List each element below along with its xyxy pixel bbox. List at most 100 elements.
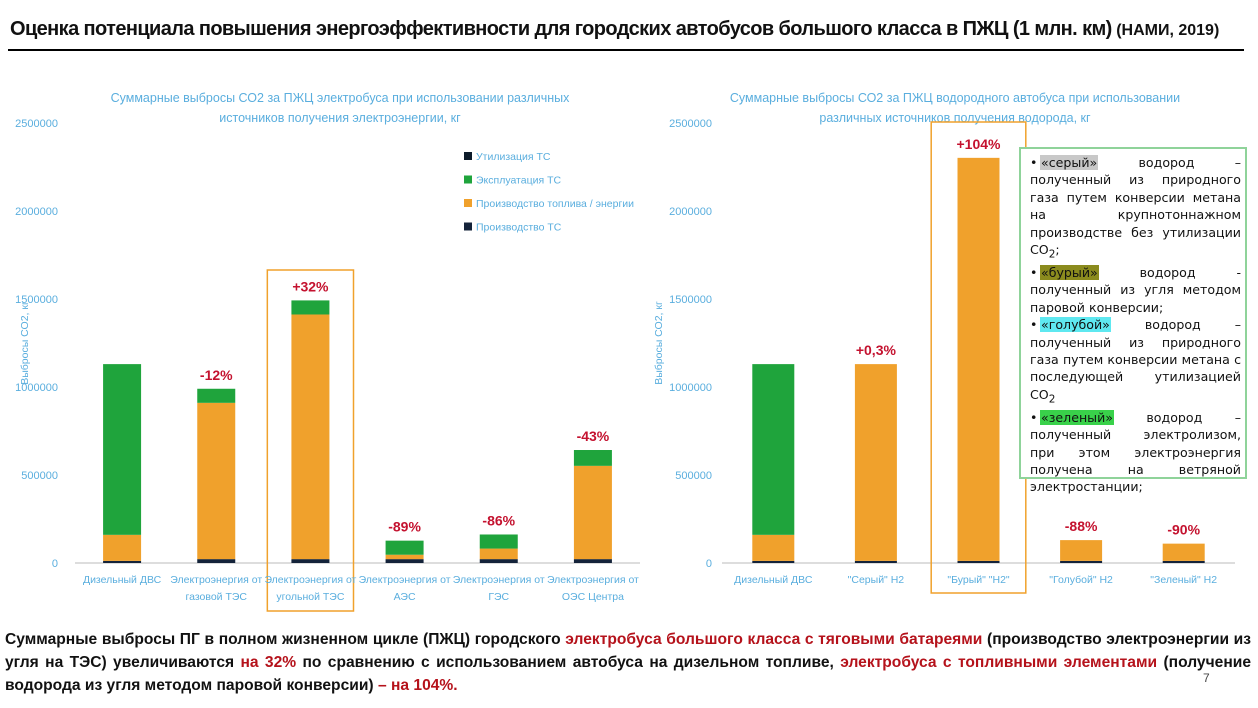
bar-segment [957,157,1000,561]
legend-label: Производство топлива / энергии [476,198,634,210]
summary-32-percent: на 32% [240,654,297,671]
bar-segment [479,559,518,563]
highlight-box [266,269,355,612]
summary-104-percent: – на 104%. [377,677,458,694]
bar-segment [291,314,330,560]
category-label: ГЭС [488,591,509,603]
category-label: Дизельный ДВС [734,574,813,586]
bullet: • [1030,155,1038,170]
bar-segment [854,364,897,561]
electrobus-emissions-chart: Суммарные выбросы СО2 за ПЖЦ электробуса… [15,91,640,612]
bar-annotation: +104% [957,136,1002,152]
hydrogen-type-tag: «бурый» [1040,264,1099,280]
bar-segment [573,559,612,563]
legend-swatch [464,222,472,231]
bar-segment [1162,560,1205,563]
info-item: • «бурый» водород - полученный из угля ме… [1030,264,1241,316]
bar-segment [291,300,330,315]
bar-annotation: -43% [577,428,610,444]
bar-segment [479,548,518,560]
bar-segment [1162,543,1205,561]
bar-segment [197,388,236,403]
bar-segment [385,559,424,563]
bar-segment [291,559,330,563]
chart-title-line: различных источников получения водорода,… [819,111,1091,125]
hydrogen-type-tag: «голубой» [1040,317,1111,333]
bar-annotation: -86% [482,512,515,528]
y-tick-label: 1500000 [669,294,712,306]
y-tick-label: 2500000 [669,118,712,130]
bar-annotation: -90% [1167,522,1200,538]
category-label: "Серый" Н2 [848,574,905,586]
info-item-text: водород – полученный электролизом, при э… [1030,409,1241,495]
category-label: угольной ТЭС [276,591,344,603]
y-tick-label: 500000 [675,470,712,482]
legend-swatch [464,199,472,207]
hydrogen-types-info-box: • «серый» водород – полученный из природн… [1019,147,1247,494]
chart-title-line: Суммарные выбросы СО2 за ПЖЦ электробуса… [111,91,571,105]
category-label: ОЭС Центра [562,591,624,603]
bar-annotation: -88% [1065,518,1098,534]
bullet: • [1030,409,1038,425]
bar-segment [752,534,795,561]
legend-swatch [464,152,472,160]
y-axis-label: Выбросы СО2, кг [19,301,31,385]
bullet: • [1030,264,1038,280]
info-item-text: водород – полученный из природного газа … [1030,155,1241,258]
info-item-text: водород – полученный из природного газа … [1030,317,1241,402]
category-label: "Бурый" "Н2" [947,574,1010,586]
y-tick-label: 2000000 [669,206,712,218]
category-label: Электроэнергия от [170,574,262,586]
legend-swatch [464,175,472,184]
y-tick-label: 500000 [21,470,58,482]
y-axis-label: Выбросы СО2, кг [653,301,665,385]
hydrogen-type-tag: «серый» [1040,155,1099,170]
category-label: Электроэнергия от [359,574,451,586]
legend-label: Утилизация ТС [476,151,551,163]
y-tick-label: 0 [706,558,712,570]
info-item-text-end: ; [1055,242,1060,258]
category-label: газовой ТЭС [186,591,248,603]
category-label: "Зеленый" Н2 [1150,574,1217,586]
y-tick-label: 1500000 [15,294,58,306]
bar-segment [385,554,424,560]
y-tick-label: 0 [52,558,58,570]
y-tick-label: 1000000 [669,382,712,394]
category-label: Электроэнергия от [453,574,545,586]
bar-segment [103,534,142,561]
bar-segment [197,402,236,560]
summary-part7: (получение водорода из угля методом паро… [5,654,1251,694]
bar-annotation: +0,3% [856,342,897,358]
summary-part5: по сравнению с использованием автобуса н… [296,654,841,671]
bar-segment [385,540,424,555]
chart-title-line: источников получения электроэнергии, кг [219,111,461,125]
bar-segment [752,560,795,563]
legend-label: Производство ТС [476,222,562,234]
info-item: • «серый» водород – полученный из природн… [1030,154,1241,264]
category-label: "Голубой" Н2 [1049,574,1113,586]
summary-fuel-cell-bus: электробуса с топливными элементами [840,654,1158,671]
chart-title-line: Суммарные выбросы СО2 за ПЖЦ водородного… [730,91,1180,105]
summary-text: Суммарные выбросы ПГ в полном жизненном … [5,628,1251,697]
bar-annotation: -12% [200,367,233,383]
page-title: Оценка потенциала повышения энергоэффект… [10,18,1240,41]
page-number: 7 [1203,671,1210,685]
bar-segment [957,560,1000,563]
page-title-source: (НАМИ, 2019) [1116,22,1220,39]
bar-segment [573,465,612,560]
info-item-text: водород - полученный из угля методом пар… [1030,264,1241,315]
hydrogen-type-tag: «зеленый» [1040,409,1115,425]
legend-label: Эксплуатация ТС [476,175,561,187]
info-item: • «зеленый» водород – полученный электрол… [1030,409,1241,496]
bar-annotation: +32% [292,278,329,294]
bar-segment [479,534,518,549]
y-tick-label: 2500000 [15,118,58,130]
summary-part3: (производство электроэнергии из угля на … [5,631,1251,671]
title-underline [8,49,1244,51]
page-title-main: Оценка потенциала повышения энергоэффект… [10,18,1112,40]
bar-segment [854,560,897,563]
category-label: Электроэнергия от [264,574,356,586]
hydrogen-bus-emissions-chart: Суммарные выбросы СО2 за ПЖЦ водородного… [653,91,1235,594]
bar-segment [103,560,142,563]
summary-part1: Суммарные выбросы ПГ в полном жизненном … [5,631,566,648]
